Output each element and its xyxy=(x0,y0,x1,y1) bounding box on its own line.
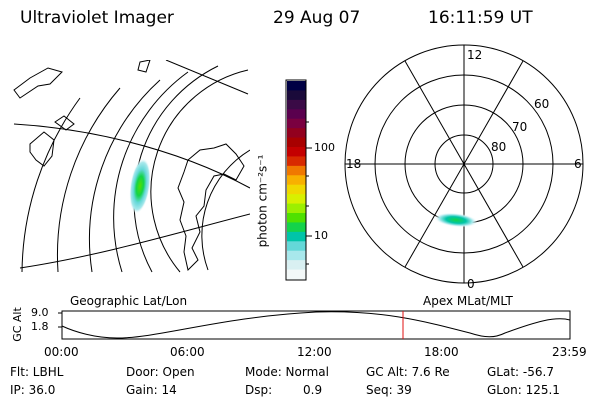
colorbar-cell xyxy=(287,241,306,252)
lat-ring xyxy=(88,79,161,273)
coastline xyxy=(177,143,245,271)
mlt-label-6: 6 xyxy=(574,157,582,171)
lat-ring xyxy=(56,87,121,273)
colorbar-cell xyxy=(287,90,306,101)
lat-ring xyxy=(21,97,81,273)
colorbar-cell xyxy=(287,203,306,214)
coastline xyxy=(13,67,63,99)
date-label: 29 Aug 07 xyxy=(273,8,361,28)
time-tick-1800: 18:00 xyxy=(424,345,459,359)
door-status: Door: Open xyxy=(126,365,195,379)
colorbar-cell xyxy=(287,99,306,110)
lat-ring xyxy=(150,69,249,273)
geographic-label: Geographic Lat/Lon xyxy=(70,294,188,308)
altitude-curve xyxy=(61,311,571,339)
lon-line xyxy=(13,123,250,189)
geographic-map xyxy=(13,60,250,273)
aurora-emission-right xyxy=(434,212,478,228)
colorbar-cell xyxy=(287,231,306,242)
gain-status: Gain: 14 xyxy=(126,383,177,397)
colorbar-cell xyxy=(287,128,306,139)
coastline xyxy=(137,60,151,73)
lat-ring xyxy=(133,65,219,273)
aurora-emission-left xyxy=(129,158,151,214)
geographic-longitude: GLon: 125.1 xyxy=(487,383,560,397)
colorbar-cell xyxy=(287,118,306,129)
lat-ring xyxy=(113,71,189,273)
lat-ring xyxy=(201,149,250,271)
colorbar-cell xyxy=(287,213,306,223)
time-tick-0000: 00:00 xyxy=(44,345,79,359)
time-label: 16:11:59 UT xyxy=(428,8,533,28)
colorbar-cell xyxy=(287,109,306,120)
sequence-status: Seq: 39 xyxy=(366,383,412,397)
geographic-latitude: GLat: -56.7 xyxy=(487,365,554,379)
altitude-tick-9: 9.0 xyxy=(31,306,49,319)
time-tick-1200: 12:00 xyxy=(297,345,332,359)
colorbar-cell xyxy=(287,194,306,205)
mlt-label-0: 0 xyxy=(467,277,475,291)
apex-label: Apex MLat/MLT xyxy=(423,294,513,308)
altitude-plot xyxy=(58,310,571,340)
gc-altitude-status: GC Alt: 7.6 Re xyxy=(366,365,450,379)
colorbar-unit-label: photon cm⁻²s⁻¹ xyxy=(255,154,270,248)
mlat-label-80: 80 xyxy=(491,140,507,154)
colorbar-cell xyxy=(287,250,306,261)
mlt-label-12: 12 xyxy=(467,48,483,62)
colorbar-cell xyxy=(287,222,306,233)
colorbar-cell xyxy=(287,156,306,167)
time-tick-2359: 23:59 xyxy=(552,345,587,359)
instrument-title: Ultraviolet Imager xyxy=(20,8,174,28)
mlat-label-60: 60 xyxy=(534,97,550,111)
colorbar-cell xyxy=(287,81,306,91)
coastline xyxy=(54,115,75,131)
polar-plot xyxy=(344,44,584,284)
lon-line xyxy=(19,213,250,269)
colorbar-cell xyxy=(287,175,306,186)
color-bar xyxy=(285,79,312,281)
colorbar-cell xyxy=(287,269,306,280)
mlt-label-18: 18 xyxy=(346,157,362,171)
colorbar-cell xyxy=(287,147,306,157)
colorbar-cell xyxy=(287,137,306,148)
colorbar-cell xyxy=(287,184,306,195)
dsp-label: Dsp: xyxy=(245,383,273,397)
time-tick-0600: 06:00 xyxy=(170,345,205,359)
colorbar-cell xyxy=(287,260,306,271)
altitude-axis-label: GC Alt xyxy=(10,307,24,342)
filter-status: Flt: LBHL xyxy=(10,365,64,379)
lon-line xyxy=(165,60,249,95)
dsp-value: 0.9 xyxy=(303,383,323,397)
mode-status: Mode: Normal xyxy=(245,365,329,379)
colorbar-tick-100: 100 xyxy=(314,141,335,154)
altitude-tick-1-8: 1.8 xyxy=(31,320,49,333)
colorbar-cell xyxy=(287,165,306,176)
mlat-label-70: 70 xyxy=(512,120,528,134)
colorbar-tick-10: 10 xyxy=(314,229,328,242)
coastline xyxy=(29,131,55,167)
ip-status: IP: 36.0 xyxy=(10,383,56,397)
